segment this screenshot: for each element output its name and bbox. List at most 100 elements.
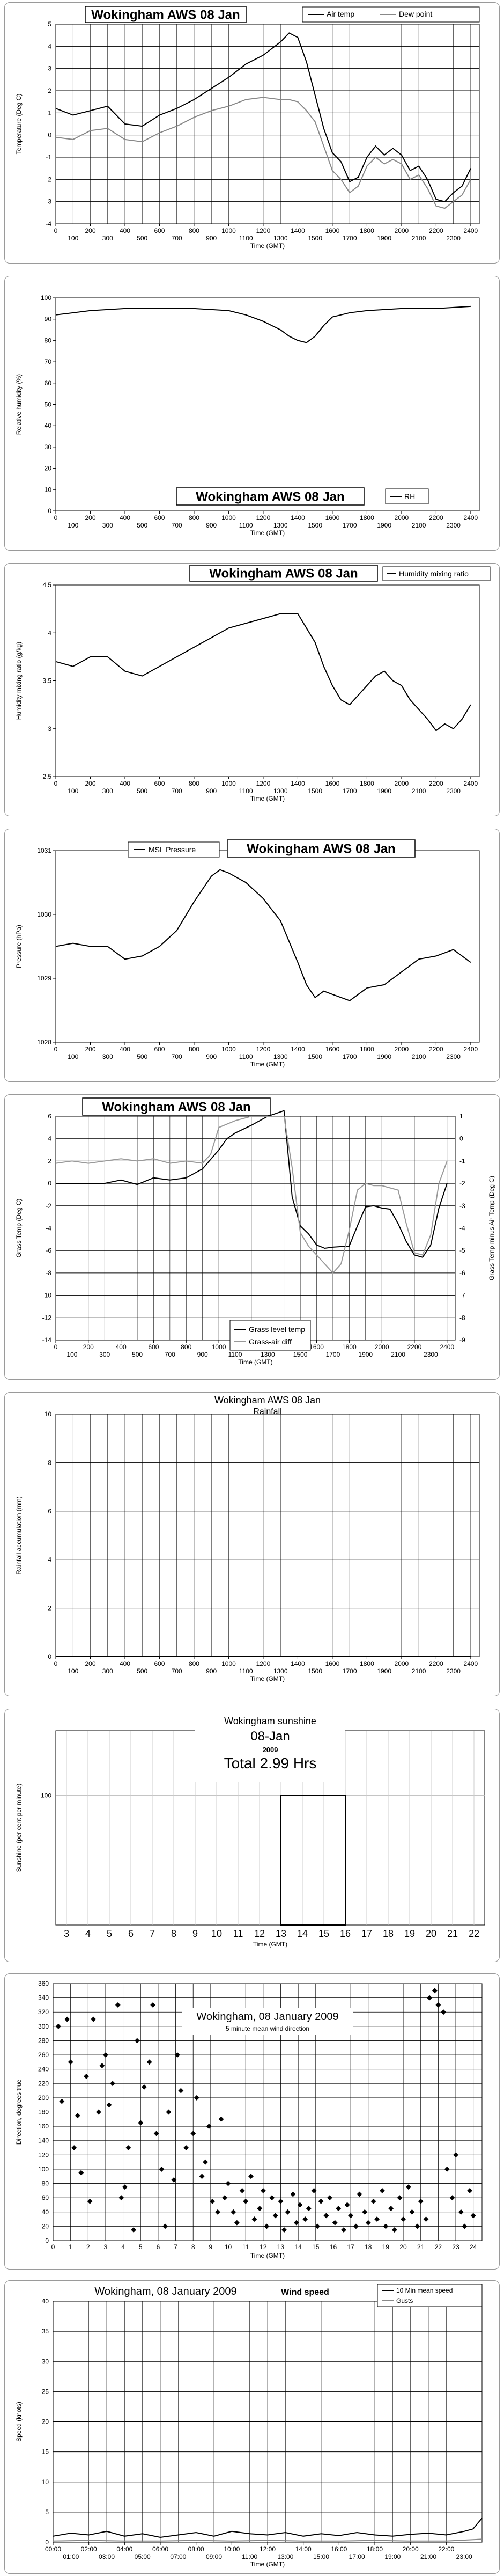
x-tick-label: 8 — [171, 1928, 176, 1939]
x-tick-label: 1300 — [273, 522, 288, 529]
x-axis-label: Time (GMT) — [238, 1358, 272, 1366]
x-tick-label: 0 — [54, 1045, 58, 1053]
y-right-tick-label: -7 — [459, 1292, 465, 1299]
y-tick-label: 240 — [38, 2066, 49, 2073]
x-tick-label: 2300 — [446, 1053, 461, 1060]
x-tick-label: 0 — [54, 780, 58, 787]
x-tick-label: 12:00 — [260, 2545, 276, 2553]
x-tick-label: 1700 — [326, 1351, 340, 1358]
chart-title: Wokingham AWS 08 Jan — [214, 1395, 321, 1406]
x-tick-label: 6 — [128, 1928, 134, 1939]
y-right-tick-label: -2 — [459, 1180, 465, 1187]
y-tick-label: -8 — [46, 1269, 51, 1277]
y-tick-label: 1029 — [37, 975, 51, 982]
x-tick-label: 1100 — [239, 235, 253, 242]
x-tick-label: 700 — [172, 1053, 182, 1060]
x-tick-label: 2000 — [395, 227, 409, 235]
x-tick-label: 2000 — [395, 1045, 409, 1053]
x-tick-label: 1900 — [377, 235, 391, 242]
wind-direction-point — [357, 2191, 362, 2197]
chart-subtitle: 5 minute mean wind direction — [226, 2025, 309, 2032]
y-tick-label: 300 — [38, 2023, 49, 2030]
x-tick-label: 1400 — [291, 1660, 305, 1667]
x-tick-label: 09:00 — [206, 2553, 222, 2560]
y-tick-label: 40 — [42, 2208, 49, 2216]
y-axis-label: Sunshine (per cent per minute) — [15, 1784, 23, 1872]
x-tick-label: 5 — [139, 2243, 143, 2251]
x-tick-label: 0 — [51, 2243, 55, 2251]
x-tick-label: 700 — [172, 235, 182, 242]
y-tick-label: -14 — [42, 1336, 52, 1344]
y-tick-label: 160 — [38, 2123, 49, 2130]
x-tick-label: 600 — [154, 227, 165, 235]
x-tick-label: 1100 — [239, 1053, 253, 1060]
chart-title-box — [85, 6, 247, 23]
wind-direction-point — [365, 2220, 371, 2226]
x-tick-label: 2400 — [464, 1045, 478, 1053]
y-tick-label: 70 — [45, 358, 52, 365]
series-line-0 — [53, 2518, 483, 2538]
x-tick-label: 18 — [365, 2243, 372, 2251]
y-tick-label: 220 — [38, 2080, 49, 2087]
x-tick-label: 1700 — [343, 1053, 357, 1060]
wind-direction-point — [68, 2059, 73, 2065]
series-line-0 — [55, 32, 471, 202]
x-tick-label: 10 — [225, 2243, 232, 2251]
x-tick-label: 8 — [191, 2243, 195, 2251]
x-tick-label: 1800 — [360, 227, 374, 235]
x-tick-label: 2400 — [464, 514, 478, 522]
wspd-chart-panel: 0 5 10 15 20 25 30 35 40 00:00 02:00 04:00 06:00 08:0… — [4, 2280, 500, 2574]
x-tick-label: 200 — [85, 780, 95, 787]
title-band — [195, 1715, 345, 1782]
x-tick-label: 21:00 — [420, 2553, 436, 2560]
wind-direction-point — [383, 2223, 389, 2229]
x-tick-label: 1900 — [377, 1667, 391, 1675]
y-right-tick-label: -3 — [459, 1202, 465, 1210]
y-tick-label: 1 — [48, 109, 51, 116]
y-tick-label: 340 — [38, 1994, 49, 2002]
wind-direction-point — [311, 2187, 317, 2193]
y-right-tick-label: -9 — [459, 1336, 465, 1344]
x-tick-label: 1400 — [291, 514, 305, 522]
y-tick-label: -2 — [46, 175, 51, 183]
y-tick-label: 30 — [45, 443, 52, 451]
y-tick-label: 0 — [48, 507, 51, 515]
x-tick-label: 1700 — [343, 1667, 357, 1675]
x-tick-label: 900 — [206, 522, 217, 529]
plot-area — [55, 24, 480, 224]
x-tick-label: 16 — [340, 1928, 351, 1939]
y-tick-label: 15 — [42, 2448, 49, 2456]
x-tick-label: 20 — [399, 2243, 407, 2251]
x-tick-label: 17 — [347, 2243, 354, 2251]
x-tick-label: 22 — [435, 2243, 442, 2251]
wind-direction-point — [332, 2220, 338, 2226]
y-tick-label: 30 — [42, 2358, 49, 2365]
y-axis-label: Humidity mixing ratio (g/kg) — [15, 642, 23, 720]
wind-direction-point — [95, 2109, 101, 2115]
x-tick-label: 300 — [102, 522, 113, 529]
y-tick-label: 4.5 — [42, 581, 51, 589]
y-tick-label: 280 — [38, 2037, 49, 2044]
x-tick-label: 1000 — [212, 1343, 226, 1351]
chart-title: Wokingham AWS 08 Jan — [196, 489, 344, 504]
x-axis-label: Time (GMT) — [250, 2560, 285, 2568]
y-tick-label: 5 — [45, 2508, 49, 2516]
x-tick-label: 1800 — [360, 1045, 374, 1053]
y-tick-label: 2 — [48, 1605, 51, 1612]
x-tick-label: 500 — [137, 1053, 147, 1060]
x-tick-label: 9 — [209, 2243, 213, 2251]
x-tick-label: 2200 — [407, 1343, 422, 1351]
x-tick-label: 1200 — [256, 227, 271, 235]
x-tick-label: 13:00 — [277, 2553, 293, 2560]
x-tick-label: 300 — [102, 1667, 113, 1675]
x-axis-label: Time (GMT) — [250, 1675, 285, 1682]
x-tick-label: 1600 — [325, 780, 340, 787]
x-tick-label: 2200 — [429, 1660, 443, 1667]
wind-direction-point — [462, 2223, 468, 2229]
x-tick-label: 1000 — [221, 514, 236, 522]
x-tick-label: 2400 — [440, 1343, 454, 1351]
y-tick-label: 140 — [38, 2137, 49, 2145]
x-tick-label: 400 — [120, 514, 130, 522]
wind-direction-point — [248, 2174, 254, 2179]
y-tick-label: 20 — [42, 2418, 49, 2426]
